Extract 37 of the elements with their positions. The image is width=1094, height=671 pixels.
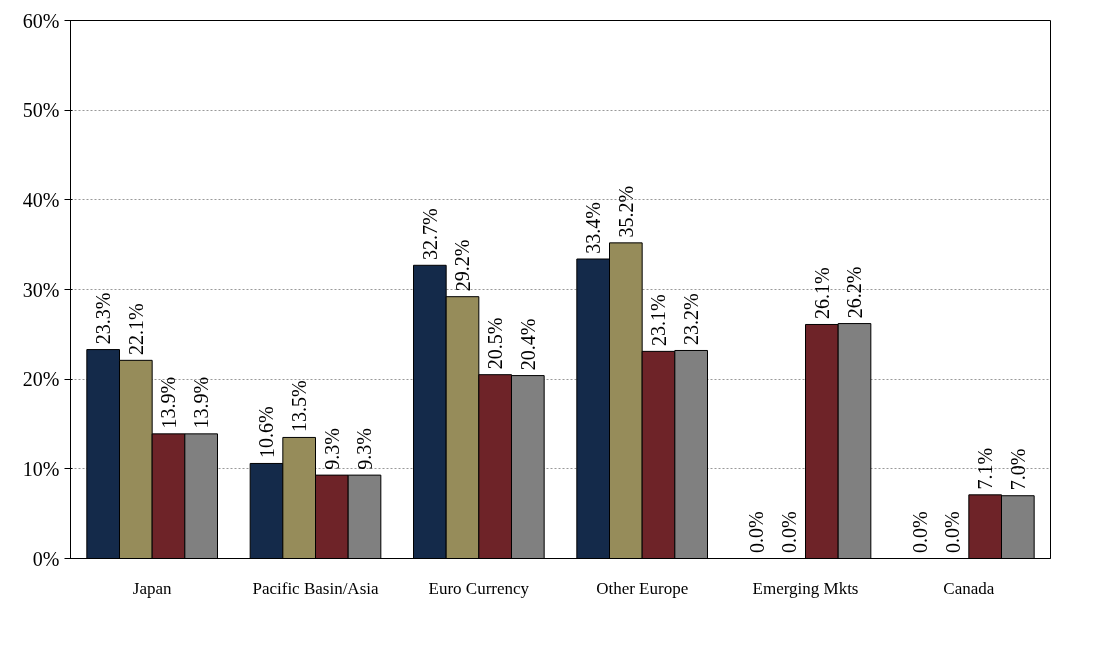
data-label: 23.1% (647, 294, 670, 346)
y-tick-label: 50% (22, 99, 60, 122)
data-label: 26.1% (810, 267, 833, 320)
data-label: 13.9% (157, 376, 180, 429)
data-label: 7.1% (974, 447, 997, 490)
data-label: 13.5% (288, 380, 311, 433)
data-label: 20.5% (484, 317, 507, 370)
data-label: 7.0% (1006, 448, 1029, 491)
data-label: 13.9% (190, 376, 213, 429)
data-label: 9.3% (320, 428, 343, 470)
data-label: 23.3% (92, 292, 115, 345)
data-label: 35.2% (614, 185, 637, 238)
data-label: 0.0% (941, 511, 964, 554)
data-label: 22.1% (124, 303, 147, 355)
data-label: 23.2% (680, 293, 703, 346)
y-tick-label: 10% (22, 457, 60, 480)
data-label: 26.2% (843, 266, 866, 319)
x-tick-label: Pacific Basin/Asia (252, 578, 379, 598)
data-label: 33.4% (582, 201, 605, 254)
data-label: 32.7% (418, 208, 441, 260)
data-label: 0.0% (908, 511, 931, 554)
y-tick-label: 40% (22, 188, 60, 211)
data-label: 29.2% (451, 239, 474, 292)
x-tick-label: Canada (943, 578, 995, 598)
data-label: 20.4% (516, 318, 539, 371)
data-label: 9.3% (353, 428, 376, 470)
y-tick-label: 0% (32, 547, 60, 570)
x-tick-label: Japan (132, 578, 173, 598)
x-tick-label: Other Europe (596, 578, 689, 598)
data-label: 10.6% (255, 406, 278, 459)
data-label: 0.0% (745, 511, 768, 554)
x-tick-label: Euro Currency (428, 578, 530, 598)
x-tick-label: Emerging Mkts (752, 578, 859, 598)
data-label: 0.0% (778, 511, 801, 554)
y-tick-label: 30% (22, 278, 60, 301)
y-tick-label: 60% (22, 9, 60, 32)
y-tick-label: 20% (22, 368, 60, 391)
